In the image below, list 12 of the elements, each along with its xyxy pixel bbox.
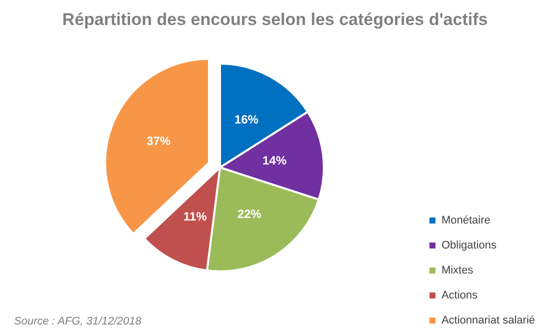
chart-title: Répartition des encours selon les catégories d'actifs xyxy=(62,10,488,29)
data-label: 16% xyxy=(234,112,259,126)
data-label: 37% xyxy=(146,134,171,148)
data-label: 11% xyxy=(183,209,208,224)
legend-label: Obligations xyxy=(441,240,497,252)
data-label: 22% xyxy=(237,206,262,221)
legend-label: Actionnariat salarié xyxy=(441,314,536,326)
source-note: Source : AFG, 31/12/2018 xyxy=(14,316,142,328)
legend-label: Actions xyxy=(441,290,478,302)
data-label: 14% xyxy=(262,154,287,168)
legend-label: Mixtes xyxy=(441,264,474,276)
legend-label: Monétaire xyxy=(441,214,490,226)
